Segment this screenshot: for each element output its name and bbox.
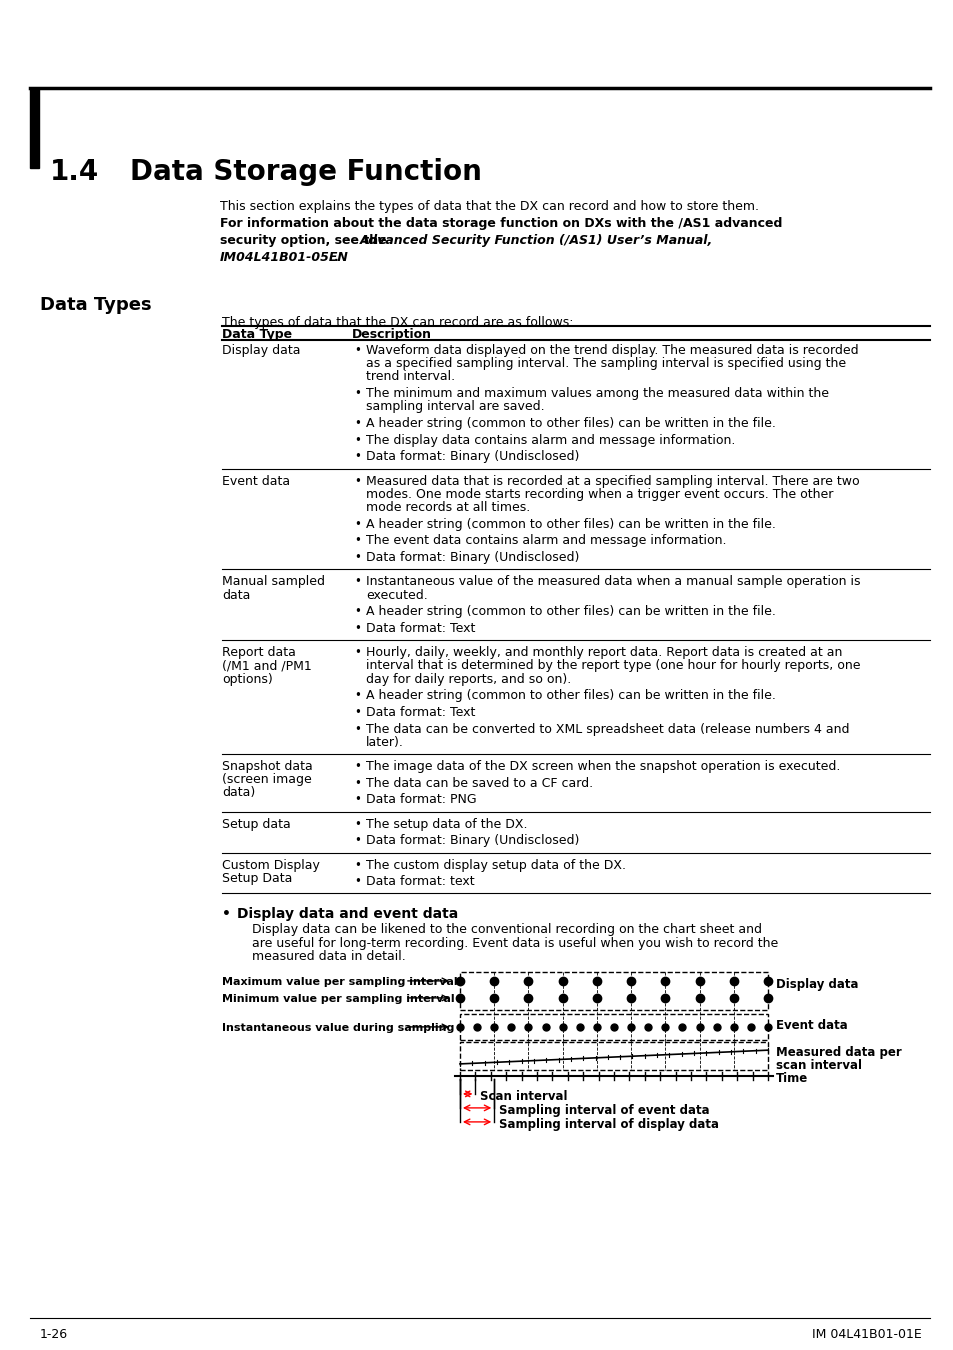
Text: Time: Time <box>775 1072 807 1085</box>
Text: •: • <box>354 722 360 736</box>
Text: executed.: executed. <box>366 589 427 602</box>
Text: •: • <box>354 517 360 531</box>
Text: Display data: Display data <box>222 344 300 356</box>
Text: •: • <box>354 417 360 431</box>
Text: Minimum value per sampling interval: Minimum value per sampling interval <box>222 994 455 1004</box>
Text: •: • <box>354 647 360 659</box>
Text: Event data: Event data <box>775 1019 847 1031</box>
Text: sampling interval are saved.: sampling interval are saved. <box>366 401 544 413</box>
Text: security option, see the: security option, see the <box>220 234 391 247</box>
Text: Description: Description <box>352 328 432 342</box>
Text: Manual sampled: Manual sampled <box>222 575 325 589</box>
Text: •: • <box>354 760 360 774</box>
Text: (/M1 and /PM1: (/M1 and /PM1 <box>222 659 312 672</box>
Text: Data format: Text: Data format: Text <box>366 622 475 634</box>
Text: Measured data per: Measured data per <box>775 1046 901 1058</box>
Text: •: • <box>354 433 360 447</box>
Text: •: • <box>354 818 360 830</box>
Text: Report data: Report data <box>222 647 295 659</box>
Text: Instantaneous value during sampling: Instantaneous value during sampling <box>222 1023 454 1033</box>
Text: Setup data: Setup data <box>222 818 291 830</box>
Text: Data format: Binary (Undisclosed): Data format: Binary (Undisclosed) <box>366 551 578 564</box>
Text: •: • <box>354 875 360 888</box>
Text: •: • <box>354 794 360 806</box>
Text: Data Type: Data Type <box>222 328 292 342</box>
Text: Data Types: Data Types <box>40 296 152 315</box>
Text: are useful for long-term recording. Event data is useful when you wish to record: are useful for long-term recording. Even… <box>252 937 778 950</box>
Text: Display data: Display data <box>775 977 858 991</box>
Text: •: • <box>354 344 360 356</box>
Text: The data can be converted to XML spreadsheet data (release numbers 4 and: The data can be converted to XML spreads… <box>366 722 848 736</box>
Text: •: • <box>354 551 360 564</box>
Text: A header string (common to other files) can be written in the file.: A header string (common to other files) … <box>366 417 775 431</box>
Text: For information about the data storage function on DXs with the /AS1 advanced: For information about the data storage f… <box>220 217 781 230</box>
Text: Custom Display: Custom Display <box>222 859 319 872</box>
Text: Event data: Event data <box>222 475 290 487</box>
Text: The types of data that the DX can record are as follows:: The types of data that the DX can record… <box>222 316 573 329</box>
Text: Display data and event data: Display data and event data <box>236 907 457 922</box>
Text: The setup data of the DX.: The setup data of the DX. <box>366 818 527 830</box>
Text: interval that is determined by the report type (one hour for hourly reports, one: interval that is determined by the repor… <box>366 659 860 672</box>
Text: The data can be saved to a CF card.: The data can be saved to a CF card. <box>366 776 593 790</box>
Text: data: data <box>222 589 250 602</box>
Text: The display data contains alarm and message information.: The display data contains alarm and mess… <box>366 433 735 447</box>
Text: A header string (common to other files) can be written in the file.: A header string (common to other files) … <box>366 517 775 531</box>
Text: The minimum and maximum values among the measured data within the: The minimum and maximum values among the… <box>366 387 828 400</box>
Text: IM04L41B01-05EN: IM04L41B01-05EN <box>220 251 349 265</box>
Text: •: • <box>354 535 360 547</box>
Text: Instantaneous value of the measured data when a manual sample operation is: Instantaneous value of the measured data… <box>366 575 860 589</box>
Text: •: • <box>354 387 360 400</box>
Text: •: • <box>354 605 360 618</box>
Text: Hourly, daily, weekly, and monthly report data. Report data is created at an: Hourly, daily, weekly, and monthly repor… <box>366 647 841 659</box>
Text: trend interval.: trend interval. <box>366 370 455 383</box>
Text: IM 04L41B01-01E: IM 04L41B01-01E <box>811 1328 921 1341</box>
Text: The event data contains alarm and message information.: The event data contains alarm and messag… <box>366 535 726 547</box>
Text: Data format: text: Data format: text <box>366 875 475 888</box>
Text: •: • <box>354 776 360 790</box>
Text: •: • <box>354 475 360 487</box>
Text: Data Storage Function: Data Storage Function <box>130 158 481 186</box>
Text: Measured data that is recorded at a specified sampling interval. There are two: Measured data that is recorded at a spec… <box>366 475 859 487</box>
Text: Data format: Binary (Undisclosed): Data format: Binary (Undisclosed) <box>366 834 578 848</box>
Text: scan interval: scan interval <box>775 1058 862 1072</box>
Text: Sampling interval of event data: Sampling interval of event data <box>498 1104 709 1116</box>
Text: The custom display setup data of the DX.: The custom display setup data of the DX. <box>366 859 625 872</box>
Text: This section explains the types of data that the DX can record and how to store : This section explains the types of data … <box>220 200 759 213</box>
Text: Snapshot data: Snapshot data <box>222 760 313 774</box>
Text: Display data can be likened to the conventional recording on the chart sheet and: Display data can be likened to the conve… <box>252 923 761 937</box>
Text: data): data) <box>222 787 255 799</box>
Text: Data format: Text: Data format: Text <box>366 706 475 720</box>
Text: .: . <box>334 251 338 265</box>
Text: as a specified sampling interval. The sampling interval is specified using the: as a specified sampling interval. The sa… <box>366 358 845 370</box>
Text: options): options) <box>222 672 273 686</box>
Text: 1-26: 1-26 <box>40 1328 68 1341</box>
Text: Waveform data displayed on the trend display. The measured data is recorded: Waveform data displayed on the trend dis… <box>366 344 858 356</box>
Text: mode records at all times.: mode records at all times. <box>366 501 530 514</box>
Text: •: • <box>354 622 360 634</box>
Text: (screen image: (screen image <box>222 774 312 786</box>
Text: Setup Data: Setup Data <box>222 872 292 884</box>
Text: later).: later). <box>366 736 403 749</box>
Text: Maximum value per sampling interval: Maximum value per sampling interval <box>222 977 457 987</box>
Text: 1.4: 1.4 <box>50 158 99 186</box>
Text: Data format: Binary (Undisclosed): Data format: Binary (Undisclosed) <box>366 451 578 463</box>
Text: Scan interval: Scan interval <box>480 1089 567 1103</box>
Bar <box>30 88 39 167</box>
Text: Data format: PNG: Data format: PNG <box>366 794 476 806</box>
Text: A header string (common to other files) can be written in the file.: A header string (common to other files) … <box>366 690 775 702</box>
Text: •: • <box>354 690 360 702</box>
Text: Advanced Security Function (/AS1) User’s Manual,: Advanced Security Function (/AS1) User’s… <box>359 234 713 247</box>
Text: •: • <box>354 451 360 463</box>
Text: •: • <box>354 706 360 720</box>
Text: day for daily reports, and so on).: day for daily reports, and so on). <box>366 672 571 686</box>
Text: The image data of the DX screen when the snapshot operation is executed.: The image data of the DX screen when the… <box>366 760 840 774</box>
Text: •: • <box>354 859 360 872</box>
Text: Sampling interval of display data: Sampling interval of display data <box>498 1118 719 1131</box>
Text: measured data in detail.: measured data in detail. <box>252 950 405 964</box>
Text: modes. One mode starts recording when a trigger event occurs. The other: modes. One mode starts recording when a … <box>366 487 833 501</box>
Text: A header string (common to other files) can be written in the file.: A header string (common to other files) … <box>366 605 775 618</box>
Text: •: • <box>222 907 231 922</box>
Text: •: • <box>354 575 360 589</box>
Text: •: • <box>354 834 360 848</box>
